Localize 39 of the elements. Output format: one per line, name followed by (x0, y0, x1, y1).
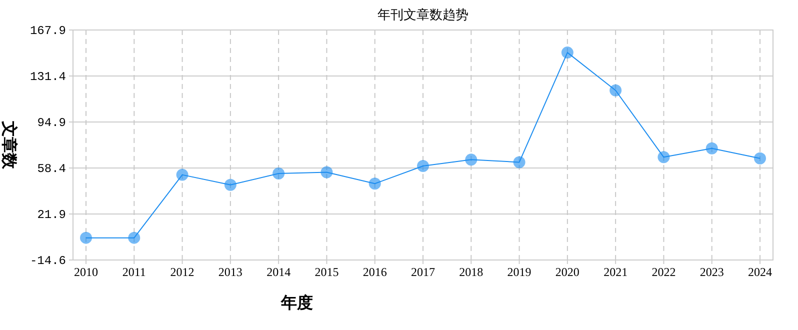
point (610, 84, 622, 96)
x-tick-label: 2013 (218, 265, 242, 279)
point (754, 152, 766, 164)
y-tick-label: 94.9 (37, 116, 66, 130)
point (658, 151, 670, 164)
x-tick-label: 2024 (748, 265, 772, 279)
y-tick-label: 58.4 (37, 162, 66, 176)
x-tick-label: 2010 (74, 265, 98, 279)
point (80, 232, 92, 244)
x-tick-label: 2016 (362, 265, 387, 279)
x-tick-label: 2014 (266, 265, 291, 279)
y-tick-label: -14.6 (30, 254, 66, 268)
point (706, 142, 718, 154)
point (513, 156, 526, 168)
x-tick-label: 2020 (555, 265, 580, 279)
x-tick-label: 2019 (507, 265, 532, 279)
y-tick-label: 131.4 (30, 70, 66, 84)
point (176, 168, 188, 181)
x-tick-label: 2012 (170, 265, 194, 279)
x-tick-label: 2015 (314, 265, 339, 279)
point (417, 160, 429, 172)
y-tick-label: 167.9 (30, 24, 66, 38)
chart-title: 年刊文章数趋势 (378, 8, 468, 23)
point (128, 232, 140, 244)
x-tick-label: 2021 (604, 265, 628, 279)
point (465, 154, 478, 166)
x-tick-label: 2022 (652, 265, 676, 279)
x-axis-title: 年度 (280, 293, 313, 312)
point (272, 168, 285, 180)
y-axis-title: 文章数 (0, 120, 19, 170)
point (224, 178, 236, 191)
point (320, 166, 333, 178)
point (368, 178, 381, 190)
x-tick-label: 2018 (459, 265, 484, 279)
x-tick-label: 2023 (700, 265, 724, 279)
y-tick-label: 21.9 (37, 208, 66, 222)
x-tick-label: 2011 (122, 265, 146, 279)
point (561, 46, 574, 59)
x-tick-label: 2017 (411, 265, 435, 279)
